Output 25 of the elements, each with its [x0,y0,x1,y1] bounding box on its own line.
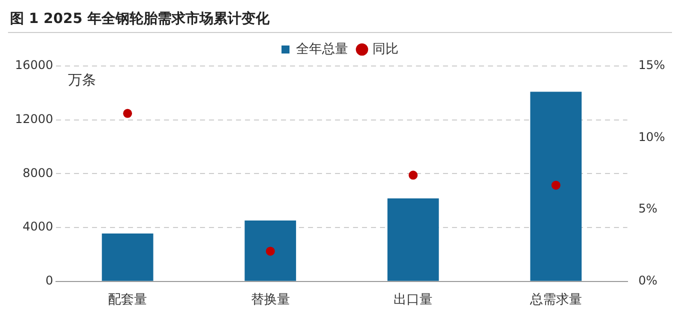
x-tick-label: 出口量 [394,292,433,308]
y2-tick-label: 5% [638,202,658,216]
bar [530,92,582,281]
x-tick-label: 配套量 [108,292,148,308]
x-tick-label: 总需求量 [528,292,582,308]
y-tick-label: 12000 [14,112,54,126]
y-tick-label: 4000 [22,220,54,234]
point [408,170,418,180]
y2-tick-label: 0% [638,274,658,288]
bar [102,233,154,281]
legend-label: 全年总量 [296,42,348,57]
bar [387,198,439,281]
x-tick-label: 替换量 [250,292,290,308]
chart-title: 图 1 2025 年全钢轮胎需求市场累计变化 [8,8,672,33]
point [266,246,275,256]
y-tick-label: 8000 [22,166,54,180]
y-axis-title: 万条 [68,72,96,89]
y-tick-label: 16000 [14,58,54,72]
point [123,108,132,118]
y2-tick-label: 15% [638,58,665,72]
y2-tick-label: 10% [638,130,665,144]
bar [244,220,296,281]
y-tick-label: 0 [46,274,54,288]
point [551,180,560,190]
legend-label: 同比 [372,42,398,57]
